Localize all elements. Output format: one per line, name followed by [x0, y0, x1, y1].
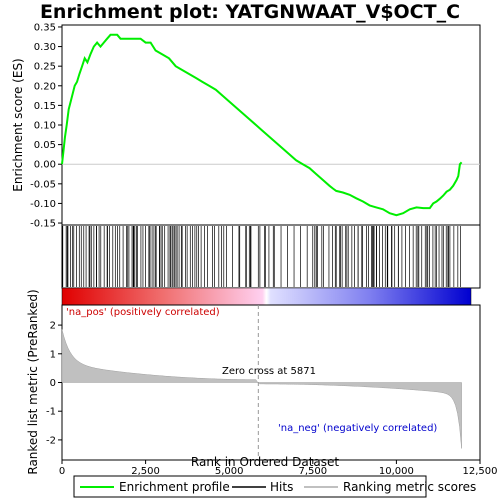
x-tick-label: 12,500: [463, 466, 498, 477]
rank-gradient-bar: [61, 287, 472, 306]
es-y-tick-label: 0.30: [34, 42, 56, 53]
zero-cross-label: Zero cross at 5871: [222, 366, 316, 377]
legend: Enrichment profile Hits Ranking metric s…: [73, 475, 476, 498]
es-y-tick-label: 0.35: [34, 22, 56, 33]
hits-panel: [61, 224, 481, 289]
x-axis: 0 2,500 5,000 7,500 10,000 12,500: [59, 460, 498, 477]
es-y-tick-label: 0.20: [34, 81, 56, 92]
metric-y-axis: -2 -1 0 1 2: [46, 321, 62, 446]
neg-corr-label: 'na_neg' (negatively correlated): [278, 423, 437, 434]
es-y-tick-label: -0.05: [30, 179, 56, 190]
metric-panel: -2 -1 0 1 2 Zero cross at 5871 'na_pos' (pos…: [46, 304, 481, 461]
metric-y-tick-label: 0: [50, 378, 56, 389]
chart-title: Enrichment plot: YATGNWAAT_V$OCT_C: [40, 1, 460, 23]
x-tick-label: 10,000: [379, 466, 414, 477]
legend-metric-label: Ranking metric scores: [343, 480, 476, 494]
pos-corr-label: 'na_pos' (positively correlated): [66, 307, 220, 318]
es-y-tick-label: 0.05: [34, 140, 56, 151]
x-tick-label: 5,000: [215, 466, 244, 477]
enrichment-profile-line: [61, 33, 463, 217]
es-y-tick-label: -0.10: [30, 199, 56, 210]
es-y-axis: -0.15 -0.10 -0.05 0.00 0.05 0.10 0.15 0.20 0.25 0…: [30, 22, 62, 230]
metric-y-tick-label: 1: [50, 349, 56, 360]
x-tick-label: 2,500: [131, 466, 160, 477]
es-y-tick-label: 0.25: [34, 62, 56, 73]
metric-y-label: Ranked list metric (PreRanked): [26, 289, 40, 474]
legend-hits-label: Hits: [270, 480, 293, 494]
x-axis-label: Rank in Ordered Dataset: [191, 455, 339, 469]
ranking-metric-area: [61, 329, 462, 449]
x-tick-label: 0: [59, 466, 65, 477]
es-y-tick-label: 0.00: [34, 160, 56, 171]
hits-frame: [61, 224, 481, 289]
es-y-tick-label: 0.10: [34, 121, 56, 132]
metric-y-tick-label: 2: [50, 321, 56, 332]
es-panel: -0.15 -0.10 -0.05 0.00 0.05 0.10 0.15 0.20 0.25 0…: [30, 22, 481, 230]
x-tick-label: 7,500: [298, 466, 327, 477]
hit-lines: [62, 226, 461, 287]
legend-es-label: Enrichment profile: [119, 480, 230, 494]
es-plot-frame: [61, 24, 481, 226]
es-y-label: Enrichment score (ES): [11, 58, 25, 191]
es-y-tick-label: 0.15: [34, 101, 56, 112]
metric-y-tick-label: -1: [46, 407, 56, 418]
es-y-tick-label: -0.15: [30, 219, 56, 230]
metric-y-tick-label: -2: [46, 435, 56, 446]
